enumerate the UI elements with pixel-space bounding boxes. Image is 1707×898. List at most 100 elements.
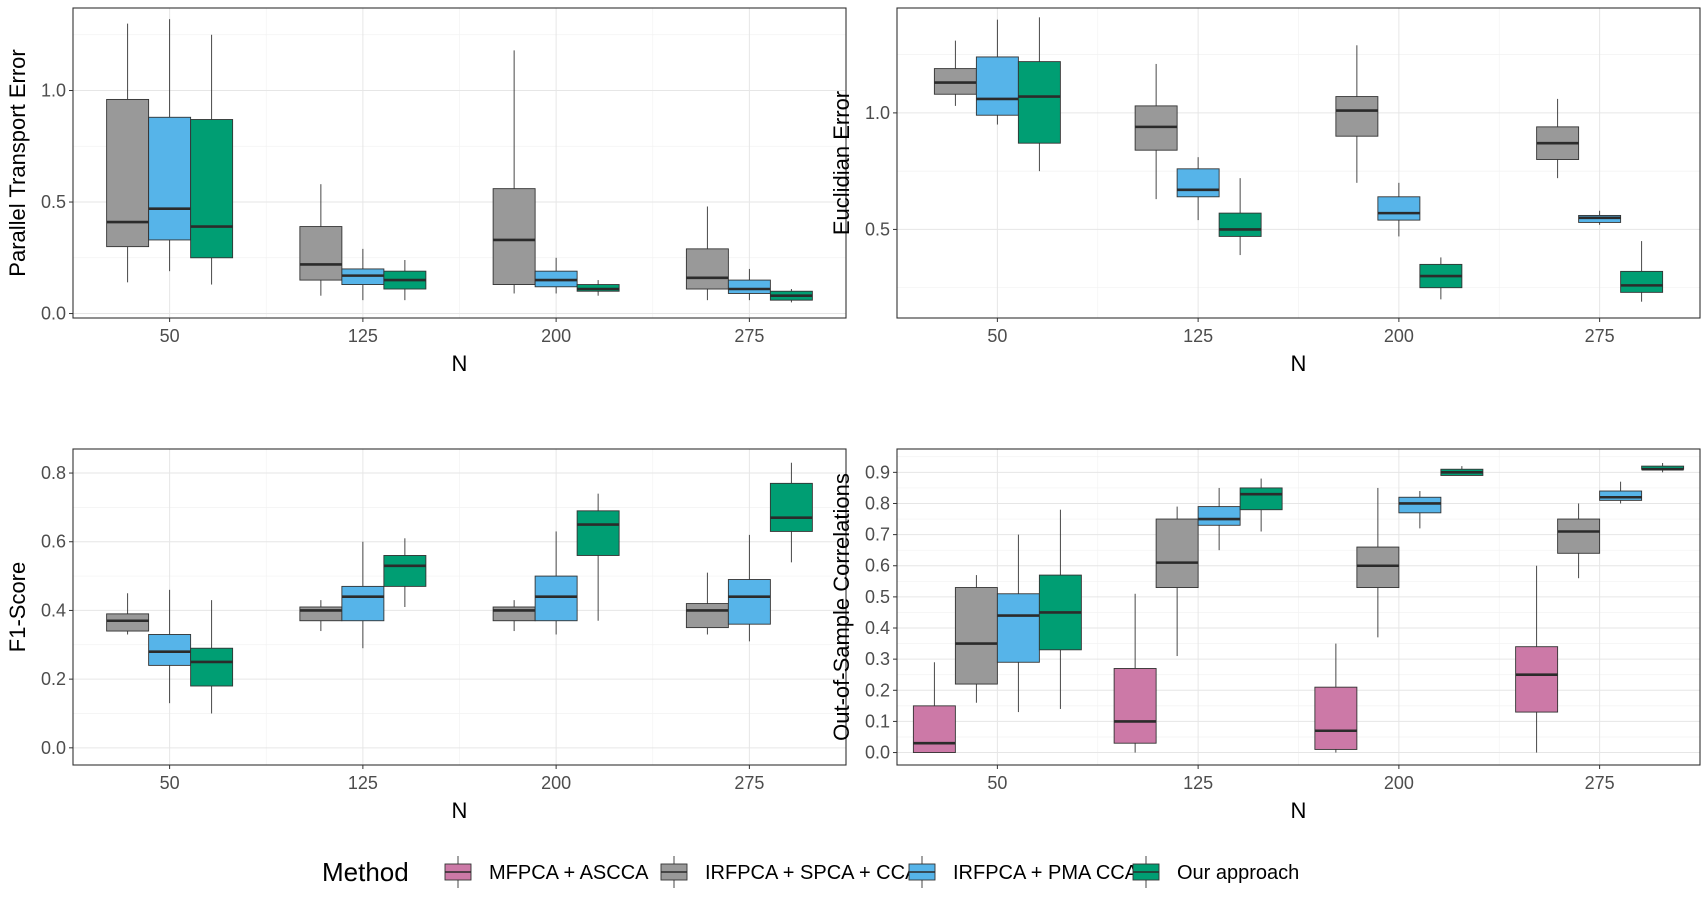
x-tick-label: 275 [1585,773,1615,793]
box-125 [1113,593,1157,753]
series-irfpca-spca-cca [954,487,1601,703]
box-iqr [1599,490,1643,501]
box-275 [769,462,813,563]
x-tick-label: 125 [348,773,378,793]
y-tick-label: 0.0 [41,738,66,758]
y-tick-label: 0.5 [865,587,890,607]
box-iqr [1620,270,1664,293]
box-iqr [1239,487,1283,511]
y-tick-label: 1.0 [865,103,890,123]
y-tick-label: 0.3 [865,649,890,669]
box-iqr [1335,96,1379,137]
box-275 [685,572,729,635]
box-50 [148,19,192,272]
box-iqr [1356,546,1400,588]
panel-border [896,7,1701,319]
box-iqr [1197,506,1241,526]
box-200 [1419,257,1463,300]
box-iqr [727,579,771,625]
box-iqr [1398,496,1442,514]
box-50 [912,662,956,753]
box-iqr [492,606,536,622]
panel-border [896,448,1701,766]
box-125 [1134,63,1178,200]
y-tick-label: 0.6 [41,532,66,552]
box-iqr [912,705,956,753]
y-tick-label: 0.2 [865,680,890,700]
box-275 [1641,463,1685,473]
series-irfpca-pma-cca [148,19,771,301]
box-200 [1398,491,1442,529]
box-iqr [1218,212,1262,237]
series-irfpca-spca-cca [106,23,729,301]
box-200 [1314,643,1358,753]
x-tick-label: 275 [734,326,764,346]
box-iqr [996,593,1040,663]
box-125 [1155,506,1199,657]
x-tick-label: 50 [987,326,1007,346]
legend-label: MFPCA + ASCCA [489,862,649,884]
series-irfpca-spca-cca [106,572,729,635]
box-275 [769,289,813,303]
box-iqr [954,587,998,685]
y-tick-label: 0.6 [865,556,890,576]
y-tick-label: 0.4 [865,618,890,638]
x-tick-label: 200 [541,326,571,346]
series-irfpca-spca-cca [933,40,1580,200]
box-200 [492,50,536,294]
box-50 [975,19,1019,125]
box-50 [190,600,234,714]
box-200 [1440,466,1484,476]
x-tick-label: 200 [541,773,571,793]
series-irfpca-pma-cca [148,531,771,704]
box-125 [1197,487,1241,551]
y-axis-title: Parallel Transport Error [5,49,30,276]
y-tick-label: 0.5 [41,192,66,212]
box-iqr [106,98,150,248]
box-iqr [685,603,729,629]
box-iqr [148,634,192,666]
box-125 [341,541,385,649]
box-iqr [576,510,620,556]
x-axis-title: N [1291,798,1307,823]
box-50 [954,575,998,703]
legend-item: MFPCA + ASCCA [444,856,649,888]
box-iqr [1314,686,1358,750]
box-50 [1017,17,1061,172]
box-200 [576,493,620,621]
legend-label: IRFPCA + PMA CCA [953,862,1139,884]
box-275 [1578,210,1622,225]
panels: 0.0 0.5 1.0 50 125 200 275 N Parallel Transport … [5,7,1701,823]
box-200 [576,280,620,296]
x-tick-label: 50 [160,326,180,346]
box-iqr [975,56,1019,116]
series-our-approach [1038,463,1685,709]
x-tick-label: 125 [1183,773,1213,793]
box-200 [1377,182,1421,237]
x-tick-label: 50 [160,773,180,793]
box-iqr [106,613,150,632]
y-tick-label: 0.0 [41,304,66,324]
x-tick-label: 50 [987,773,1007,793]
y-tick-label: 0.5 [865,219,890,239]
panel-bottom-left: 0.0 0.2 0.4 0.6 0.8 50 125 200 275 N F1-Score [5,448,847,823]
y-tick-label: 0.8 [41,463,66,483]
box-iqr [492,188,536,285]
box-275 [1599,481,1643,504]
legend-label: IRFPCA + SPCA + CCA [705,862,919,884]
box-iqr [1176,168,1220,198]
legend: Method MFPCA + ASCCA IRFPCA + SPCA + CCA IR… [322,856,1299,888]
legend-title: Method [322,857,409,887]
y-axis-title: Euclidian Error [829,91,854,235]
panel-border [72,7,847,319]
box-iqr [341,585,385,622]
box-275 [727,534,771,642]
box-275 [1620,241,1664,302]
y-tick-label: 0.2 [41,669,66,689]
box-iqr [534,575,578,622]
box-iqr [769,482,813,532]
box-50 [996,534,1040,713]
box-275 [1536,98,1580,179]
box-iqr [1557,518,1601,554]
